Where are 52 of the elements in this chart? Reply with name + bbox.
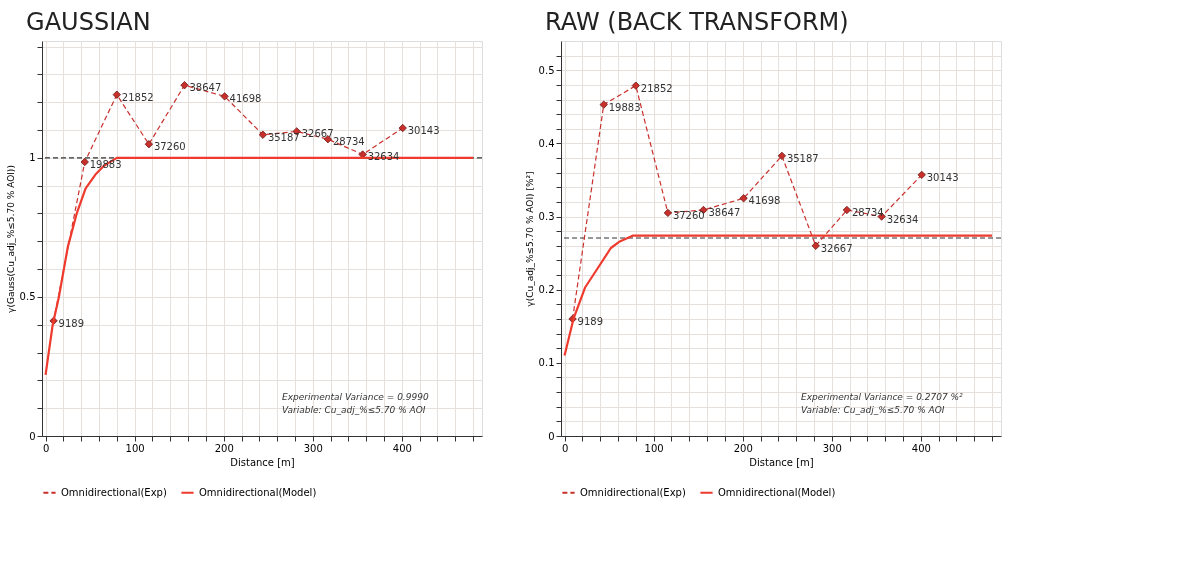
annotation: 35187: [786, 152, 819, 164]
annotation: 21852: [121, 91, 154, 103]
x-tick-label: 200: [214, 442, 234, 454]
annotation: 38647: [189, 82, 222, 94]
y-axis-title: γ(Gauss(Cu_adj_%≤5.70 % AOI)): [5, 165, 16, 313]
legend-label: Omnidirectional(Exp): [61, 486, 167, 498]
annotation: Experimental Variance = 0.2707 %²: [801, 392, 964, 402]
annotation: 9189: [58, 317, 85, 329]
x-tick-label: 200: [733, 442, 753, 454]
annotation: 38647: [708, 206, 741, 218]
annotation: 19883: [608, 101, 641, 113]
annotation: 28734: [332, 136, 365, 148]
y-tick-label: 0: [29, 430, 36, 442]
x-tick-label: 300: [822, 442, 842, 454]
annotation: 41698: [229, 93, 262, 105]
annotation: 21852: [640, 82, 673, 94]
annotation: Variable: Cu_adj_%≤5.70 % AOI: [282, 405, 426, 415]
legend-label: Omnidirectional(Model): [718, 486, 836, 498]
x-tick-label: 300: [303, 442, 323, 454]
x-tick-label: 100: [644, 442, 664, 454]
chart-title: GAUSSIAN: [26, 8, 151, 36]
annotation: 30143: [407, 125, 440, 137]
x-axis-title: Distance [m]: [749, 456, 814, 468]
annotation: Variable: Cu_adj_%≤5.70 % AOI: [801, 405, 945, 415]
chart-title: RAW (BACK TRANSFORM): [545, 8, 849, 36]
y-tick-label: 0.4: [538, 137, 555, 149]
annotation: 41698: [748, 195, 781, 207]
y-tick-label: 0.2: [538, 284, 555, 296]
x-axis-title: Distance [m]: [230, 456, 295, 468]
x-tick-label: 400: [392, 442, 412, 454]
x-tick-label: 100: [125, 442, 145, 454]
x-tick-label: 0: [42, 442, 50, 454]
y-axis-title: γ(Cu_adj_%≤5.70 % AOI) [%²]: [524, 171, 535, 307]
annotation: 9189: [577, 315, 604, 327]
y-tick-label: 0: [548, 430, 555, 442]
legend-label: Omnidirectional(Exp): [580, 486, 686, 498]
x-tick-label: 400: [911, 442, 931, 454]
y-tick-label: 0.1: [538, 357, 555, 369]
annotation: 30143: [926, 171, 959, 183]
y-tick-label: 0.5: [19, 291, 36, 303]
annotation: 35187: [267, 131, 300, 143]
annotation: 37260: [153, 141, 186, 153]
annotation: 32667: [301, 128, 334, 140]
annotation: Experimental Variance = 0.9990: [282, 392, 429, 402]
annotation: 32667: [820, 242, 853, 254]
annotation: 32634: [886, 213, 919, 225]
y-tick-label: 0.3: [538, 211, 555, 223]
x-tick-label: 0: [561, 442, 569, 454]
y-tick-label: 0.5: [538, 64, 555, 76]
y-tick-label: 1: [29, 152, 36, 164]
annotation: 37260: [672, 209, 705, 221]
legend-label: Omnidirectional(Model): [199, 486, 317, 498]
